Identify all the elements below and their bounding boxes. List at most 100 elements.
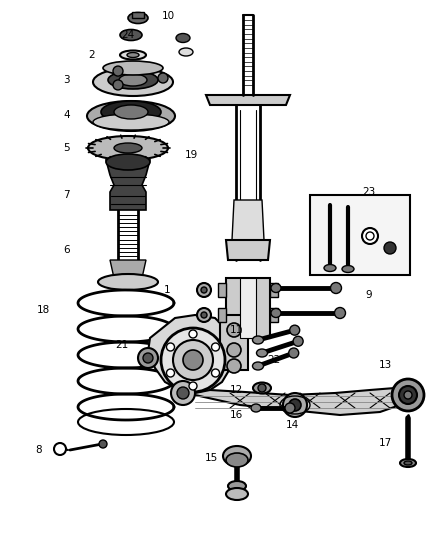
Text: 19: 19	[185, 150, 198, 160]
Bar	[132, 12, 144, 18]
Ellipse shape	[223, 446, 251, 466]
Ellipse shape	[257, 349, 268, 357]
Ellipse shape	[87, 101, 175, 131]
Bar	[270, 283, 278, 297]
Text: 2: 2	[88, 50, 95, 60]
Ellipse shape	[119, 74, 147, 86]
Text: 11: 11	[230, 325, 243, 335]
Text: 15: 15	[205, 453, 218, 463]
Ellipse shape	[103, 61, 163, 75]
Text: 3: 3	[64, 75, 70, 85]
Ellipse shape	[114, 105, 148, 119]
Polygon shape	[175, 384, 405, 415]
Circle shape	[161, 328, 225, 392]
Ellipse shape	[226, 488, 248, 500]
Circle shape	[289, 348, 299, 358]
Text: 1: 1	[163, 285, 170, 295]
Circle shape	[285, 403, 295, 413]
Circle shape	[113, 80, 123, 90]
Polygon shape	[226, 240, 270, 260]
Circle shape	[227, 359, 241, 373]
Text: 24: 24	[122, 30, 135, 40]
Circle shape	[335, 308, 346, 319]
Ellipse shape	[176, 34, 190, 43]
Circle shape	[404, 391, 412, 399]
Circle shape	[362, 228, 378, 244]
Polygon shape	[206, 95, 290, 105]
Ellipse shape	[324, 264, 336, 271]
Circle shape	[227, 323, 241, 337]
Circle shape	[158, 73, 168, 83]
Ellipse shape	[108, 71, 158, 89]
Text: 13: 13	[379, 360, 392, 370]
Ellipse shape	[128, 12, 148, 23]
Circle shape	[392, 379, 424, 411]
Circle shape	[289, 399, 301, 411]
Ellipse shape	[400, 459, 416, 467]
Polygon shape	[148, 315, 230, 393]
Circle shape	[212, 369, 219, 377]
Circle shape	[54, 443, 66, 455]
Circle shape	[99, 440, 107, 448]
Circle shape	[331, 282, 342, 294]
Text: 6: 6	[64, 245, 70, 255]
Text: 23: 23	[362, 187, 375, 197]
Ellipse shape	[93, 68, 173, 96]
Ellipse shape	[98, 274, 158, 290]
Circle shape	[171, 381, 195, 405]
Circle shape	[293, 336, 303, 346]
Text: 22: 22	[267, 355, 280, 365]
Text: 7: 7	[64, 190, 70, 200]
Text: 10: 10	[162, 11, 175, 21]
Circle shape	[384, 242, 396, 254]
Ellipse shape	[253, 383, 271, 393]
Text: 8: 8	[35, 445, 42, 455]
Circle shape	[258, 384, 266, 392]
Circle shape	[113, 66, 123, 76]
Circle shape	[227, 343, 241, 357]
Circle shape	[166, 343, 174, 351]
Ellipse shape	[120, 29, 142, 41]
Polygon shape	[232, 200, 264, 240]
Circle shape	[138, 348, 158, 368]
Circle shape	[399, 386, 417, 404]
Ellipse shape	[120, 51, 146, 60]
Ellipse shape	[88, 136, 168, 160]
Bar	[218, 308, 226, 322]
Ellipse shape	[93, 114, 169, 130]
Ellipse shape	[106, 154, 150, 170]
Circle shape	[212, 343, 219, 351]
Bar	[240, 278, 256, 338]
Polygon shape	[106, 160, 150, 210]
Bar	[218, 283, 226, 297]
Ellipse shape	[101, 101, 161, 123]
Circle shape	[283, 393, 307, 417]
Text: 5: 5	[64, 143, 70, 153]
Text: 9: 9	[365, 290, 371, 300]
Ellipse shape	[226, 453, 248, 467]
Text: 4: 4	[64, 110, 70, 120]
Circle shape	[189, 330, 197, 338]
Bar	[226, 278, 270, 338]
Circle shape	[189, 382, 197, 390]
Ellipse shape	[251, 404, 261, 412]
Ellipse shape	[252, 362, 264, 370]
Circle shape	[173, 340, 213, 380]
Ellipse shape	[114, 143, 142, 153]
Ellipse shape	[228, 481, 246, 491]
Ellipse shape	[271, 309, 281, 318]
Circle shape	[366, 232, 374, 240]
Text: 21: 21	[115, 340, 128, 350]
Circle shape	[201, 312, 207, 318]
Circle shape	[197, 283, 211, 297]
Circle shape	[201, 287, 207, 293]
Bar	[270, 308, 278, 322]
Ellipse shape	[179, 48, 193, 56]
Text: 14: 14	[286, 420, 299, 430]
Text: 12: 12	[230, 385, 243, 395]
Circle shape	[143, 353, 153, 363]
Polygon shape	[110, 260, 146, 278]
Text: 17: 17	[379, 438, 392, 448]
Ellipse shape	[127, 52, 139, 58]
Text: 18: 18	[37, 305, 50, 315]
